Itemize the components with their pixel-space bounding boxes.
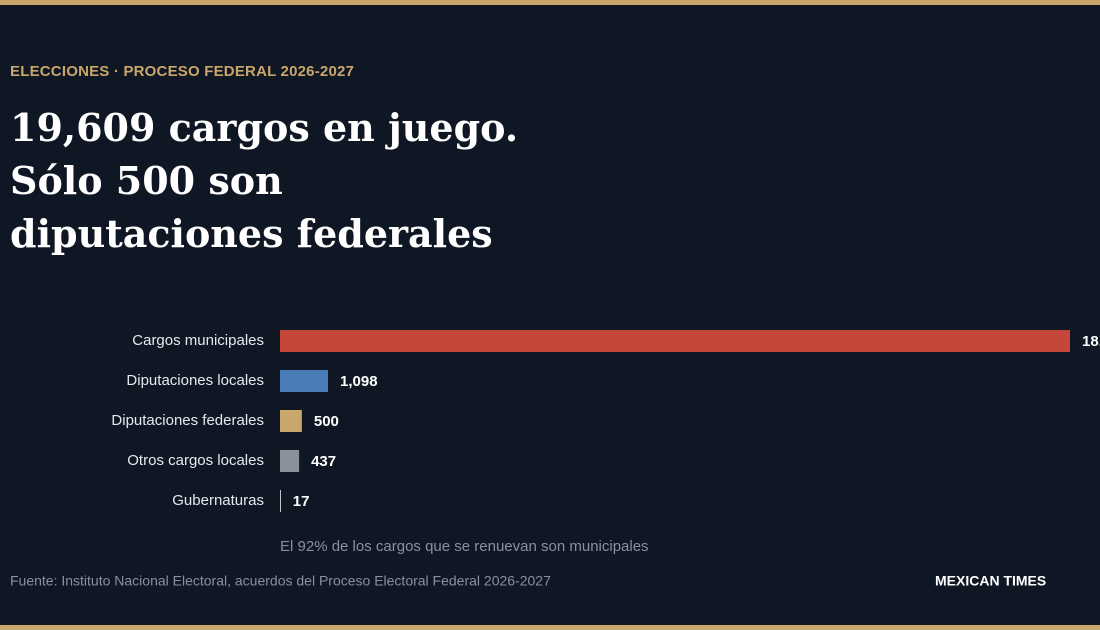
bar bbox=[280, 450, 300, 472]
category-label: Diputaciones locales bbox=[126, 372, 264, 389]
category-label: Cargos municipales bbox=[132, 332, 264, 349]
chart-title: 19,609 cargos en juego. Sólo 500 son diput… bbox=[10, 101, 518, 260]
bar bbox=[280, 330, 1070, 352]
kicker: ELECCIONES · PROCESO FEDERAL 2026-2027 bbox=[10, 63, 355, 80]
value-label: 17 bbox=[293, 493, 310, 510]
title-line: diputaciones federales bbox=[10, 211, 493, 256]
value-label: 500 bbox=[314, 413, 339, 430]
value-label: 18,070 bbox=[1082, 333, 1100, 350]
annotation: El 92% de los cargos que se renuevan son… bbox=[280, 538, 649, 555]
category-label: Gubernaturas bbox=[172, 492, 264, 509]
title-line: Sólo 500 son bbox=[10, 158, 283, 203]
value-label: 1,098 bbox=[340, 373, 378, 390]
brand: MEXICAN TIMES bbox=[935, 573, 1046, 589]
source: Fuente: Instituto Nacional Electoral, ac… bbox=[10, 573, 551, 589]
category-label: Diputaciones federales bbox=[111, 412, 264, 429]
bar bbox=[280, 490, 281, 512]
top-rule bbox=[0, 0, 1100, 5]
bar bbox=[280, 410, 302, 432]
category-label: Otros cargos locales bbox=[127, 452, 264, 469]
value-label: 437 bbox=[311, 453, 336, 470]
bar bbox=[280, 370, 329, 392]
bottom-rule bbox=[0, 625, 1100, 630]
title-line: 19,609 cargos en juego. bbox=[10, 105, 519, 150]
